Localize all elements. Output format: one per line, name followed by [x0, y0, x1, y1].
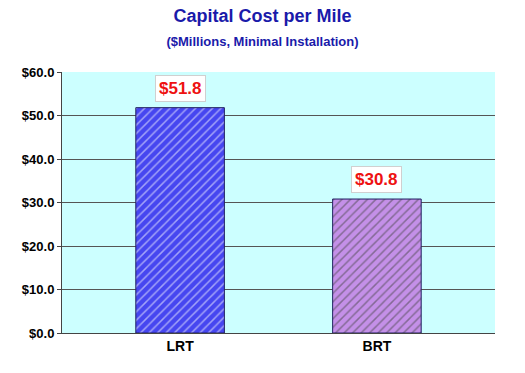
svg-text:$40.0: $40.0 — [22, 152, 55, 167]
svg-text:$60.0: $60.0 — [22, 65, 55, 80]
svg-text:Capital Cost per Mile($Million: Capital Cost per Mile($Millions, Minimal… — [166, 6, 358, 48]
svg-text:LRT: LRT — [166, 338, 194, 354]
svg-text:$20.0: $20.0 — [22, 239, 55, 254]
svg-text:$30.0: $30.0 — [22, 195, 55, 210]
svg-text:$51.8: $51.8 — [159, 79, 202, 98]
svg-text:BRT: BRT — [363, 338, 392, 354]
svg-text:$30.8: $30.8 — [355, 170, 398, 189]
svg-text:$10.0: $10.0 — [22, 282, 55, 297]
svg-text:$0.0: $0.0 — [29, 326, 54, 341]
svg-text:$50.0: $50.0 — [22, 108, 55, 123]
